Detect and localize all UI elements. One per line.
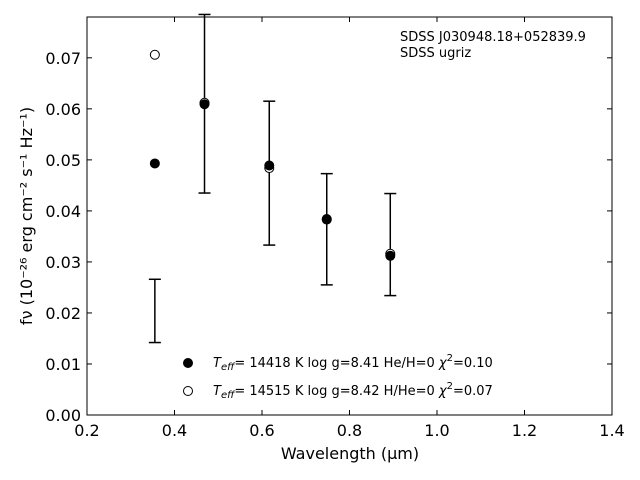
legend-entry: Teff= 14515 K log g=8.42 H/He=0 χ2=0.07 — [183, 381, 493, 401]
filled-circle-point — [199, 99, 210, 110]
y-tick-label: 0.07 — [45, 49, 81, 68]
y-tick-label: 0.06 — [45, 100, 81, 119]
x-tick-label: 0.8 — [337, 421, 362, 440]
legend-entry: Teff= 14418 K log g=8.41 He/H=0 χ2=0.10 — [183, 353, 493, 373]
x-axis-label-text: Wavelength (μm) — [281, 444, 419, 463]
filled-circle-point — [264, 160, 275, 171]
y-tick-label: 0.00 — [45, 406, 81, 425]
filled-circle-point — [149, 158, 160, 169]
filled-circle-point — [321, 214, 332, 225]
legend-open-circle-marker — [183, 386, 193, 396]
annotation-filters: SDSS ugriz — [400, 46, 471, 61]
y-axis-label: fν (10⁻²⁶ erg cm⁻² s⁻¹ Hz⁻¹) — [17, 107, 36, 325]
y-axis-ticks: 0.00 0.01 0.02 0.03 0.04 0.05 0.06 0.07 — [45, 49, 612, 425]
x-tick-label: 1.0 — [424, 421, 449, 440]
y-tick-label: 0.05 — [45, 151, 81, 170]
legend: Teff= 14418 K log g=8.41 He/H=0 χ2=0.10 T… — [183, 353, 493, 401]
x-axis-ticks: 0.2 0.4 0.6 0.8 1.0 1.2 1.4 — [74, 17, 625, 440]
x-tick-label: 0.2 — [74, 421, 99, 440]
observed-errorbars — [148, 13, 397, 344]
y-tick-label: 0.04 — [45, 202, 81, 221]
legend-label: Teff= 14418 K log g=8.41 He/H=0 χ2=0.10 — [213, 353, 493, 373]
annotation-object-name: SDSS J030948.18+052839.9 — [400, 30, 586, 45]
plot-area: 0.2 0.4 0.6 0.8 1.0 1.2 1.4 0.000.010.020.030.… — [45, 13, 625, 440]
y-axis-label-text: fν (10⁻²⁶ erg cm⁻² s⁻¹ Hz⁻¹) — [17, 107, 36, 325]
y-tick-label: 0.02 — [45, 304, 81, 323]
legend-label: Teff= 14515 K log g=8.42 H/He=0 χ2=0.07 — [213, 381, 493, 401]
x-tick-label: 1.4 — [599, 421, 624, 440]
errorbar — [148, 278, 161, 344]
x-tick-label: 0.4 — [162, 421, 187, 440]
open-circle-point — [149, 49, 160, 60]
x-tick-label: 0.6 — [249, 421, 274, 440]
y-tick-label: 0.03 — [45, 253, 81, 272]
errorbar — [384, 192, 397, 297]
errorbar — [320, 172, 333, 286]
legend-filled-circle-marker — [183, 358, 193, 368]
x-axis-label: Wavelength (μm) — [281, 444, 419, 463]
model-markers — [149, 49, 396, 261]
x-tick-label: 1.2 — [512, 421, 537, 440]
y-tick-label: 0.01 — [45, 355, 81, 374]
filled-circle-point — [385, 250, 396, 261]
errorbar — [263, 100, 276, 246]
